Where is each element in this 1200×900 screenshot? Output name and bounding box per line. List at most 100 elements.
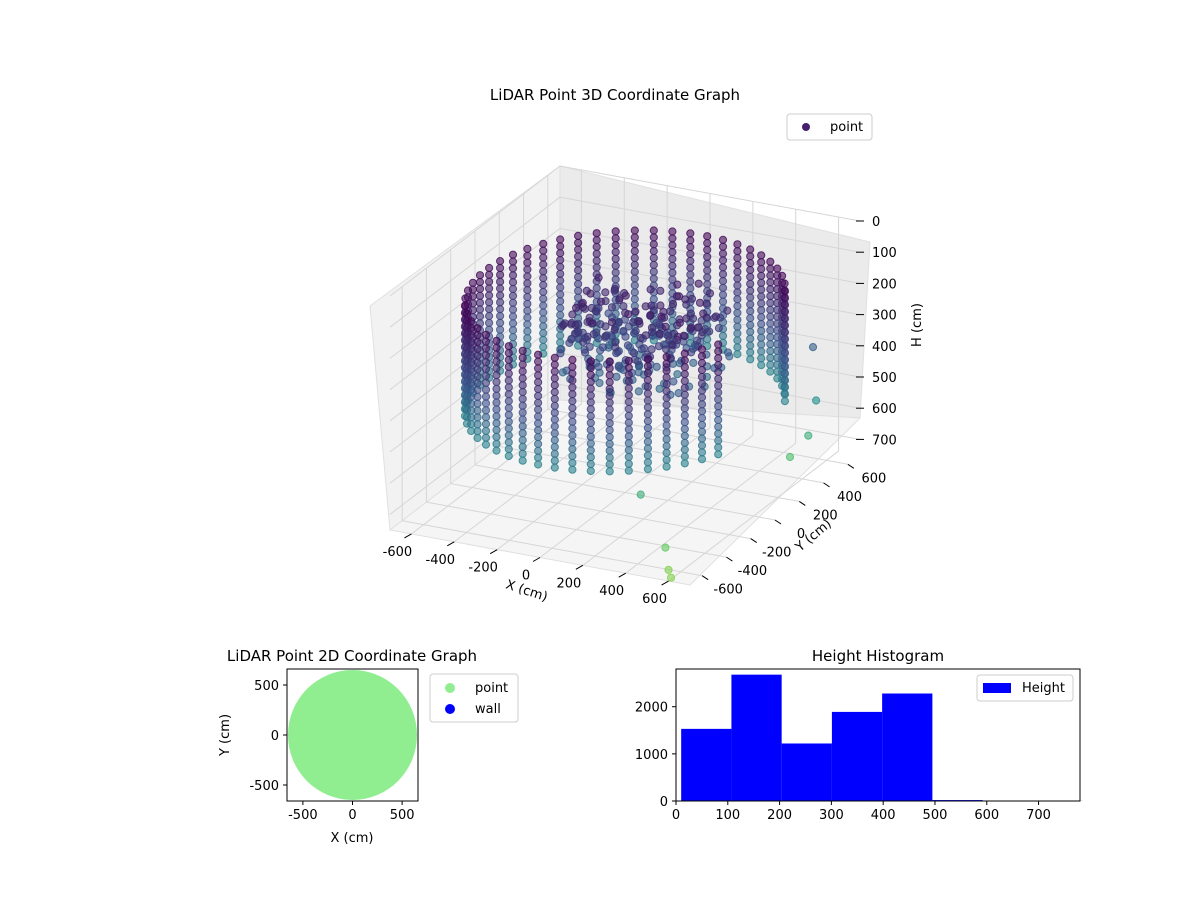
point-3d xyxy=(508,284,518,294)
point-3d xyxy=(556,276,565,285)
point-3d xyxy=(714,340,723,349)
point-3d xyxy=(492,384,501,393)
point-3d xyxy=(550,408,559,417)
point-3d xyxy=(714,388,723,397)
point-3d xyxy=(572,303,581,312)
point-3d xyxy=(649,247,658,256)
point-3d xyxy=(496,325,505,334)
point-3d xyxy=(630,253,639,263)
point-3d xyxy=(686,249,695,259)
x-tick-3d xyxy=(618,572,626,578)
point-3d xyxy=(607,303,617,312)
point-3d xyxy=(550,381,559,390)
point-3d xyxy=(766,312,775,321)
y-tick-label-3d: 0 xyxy=(797,527,805,542)
y-tick-3d xyxy=(823,482,830,488)
point-3d xyxy=(534,378,543,387)
point-3d xyxy=(496,318,505,327)
point-3d xyxy=(565,338,574,347)
point-3d xyxy=(662,345,671,354)
point-3d xyxy=(550,463,559,472)
point-3d xyxy=(630,295,639,304)
point-3d xyxy=(633,357,642,366)
point-3d xyxy=(492,446,501,455)
chart-histogram: Height Histogram 0 100 200 300 400 500 600 7000… xyxy=(635,647,1084,823)
point-3d xyxy=(504,397,513,406)
point-3d xyxy=(534,391,543,400)
point-3d xyxy=(550,456,559,465)
point-3d xyxy=(697,345,707,354)
point-3d xyxy=(568,383,577,392)
point-3d xyxy=(661,322,670,331)
y-tick-3d xyxy=(847,463,855,469)
point-3d xyxy=(624,391,633,400)
point-3d xyxy=(492,412,501,421)
point-3d xyxy=(680,349,689,358)
point-3d xyxy=(718,276,728,286)
point-3d xyxy=(697,448,707,457)
point-3d xyxy=(766,340,775,349)
point-3d xyxy=(568,417,577,426)
point-3d xyxy=(518,401,527,410)
point-3d xyxy=(534,405,543,414)
y-tick-label-hist: 2000 xyxy=(635,701,668,716)
point-3d xyxy=(714,324,724,333)
point-3d xyxy=(568,369,577,378)
point-3d xyxy=(680,418,689,427)
point-3d xyxy=(766,360,775,369)
point-3d xyxy=(523,265,532,274)
point-3d xyxy=(780,369,790,378)
point-3d xyxy=(636,333,645,343)
point-3d xyxy=(574,238,583,247)
point-3d xyxy=(485,298,494,307)
point-3d xyxy=(733,308,742,317)
point-3d xyxy=(766,278,775,287)
point-3d xyxy=(703,266,712,275)
z-tick-label-3d: 100 xyxy=(872,246,897,261)
point-3d xyxy=(496,311,505,321)
point-3d xyxy=(780,376,790,385)
legend-3d-label: point xyxy=(830,120,863,135)
x-axis-label-2d: X (cm) xyxy=(331,831,374,846)
point-3d xyxy=(624,397,633,407)
point-3d xyxy=(605,391,614,400)
point-3d xyxy=(621,291,630,300)
point-3d xyxy=(586,418,595,427)
point-3d xyxy=(746,334,755,343)
point-3d xyxy=(662,359,671,368)
x-tick-label-2d: 0 xyxy=(348,808,356,823)
point-3d xyxy=(539,329,548,338)
point-3d xyxy=(581,348,590,357)
point-3d xyxy=(643,451,653,460)
point-3d xyxy=(518,429,527,438)
point-3d xyxy=(473,427,482,436)
point-3d xyxy=(662,462,671,471)
point-3d xyxy=(718,235,728,244)
point-3d xyxy=(662,387,671,396)
point-3d xyxy=(534,446,543,455)
point-3d xyxy=(733,247,742,256)
z-tick-label-3d: 200 xyxy=(872,277,897,292)
point-3d xyxy=(592,263,601,272)
point-3d xyxy=(523,244,532,253)
y-tick-label-3d: -200 xyxy=(762,546,792,561)
point-3d xyxy=(733,322,742,331)
point-3d xyxy=(475,291,485,300)
point-3d xyxy=(680,376,689,386)
point-3d xyxy=(711,312,721,321)
point-3d xyxy=(539,260,548,269)
point-3d xyxy=(693,336,702,345)
point-3d xyxy=(649,233,658,242)
point-3d xyxy=(556,290,565,299)
point-3d xyxy=(492,364,501,373)
point-3d xyxy=(766,257,775,266)
point-3d xyxy=(733,288,742,297)
point-3d xyxy=(766,326,775,335)
y-tick-3d xyxy=(726,556,733,562)
point-3d xyxy=(643,430,653,439)
point-3d xyxy=(785,452,795,462)
point-3d xyxy=(492,439,501,448)
point-3d xyxy=(586,446,595,455)
point-3d xyxy=(492,377,501,387)
point-3d xyxy=(496,298,505,307)
